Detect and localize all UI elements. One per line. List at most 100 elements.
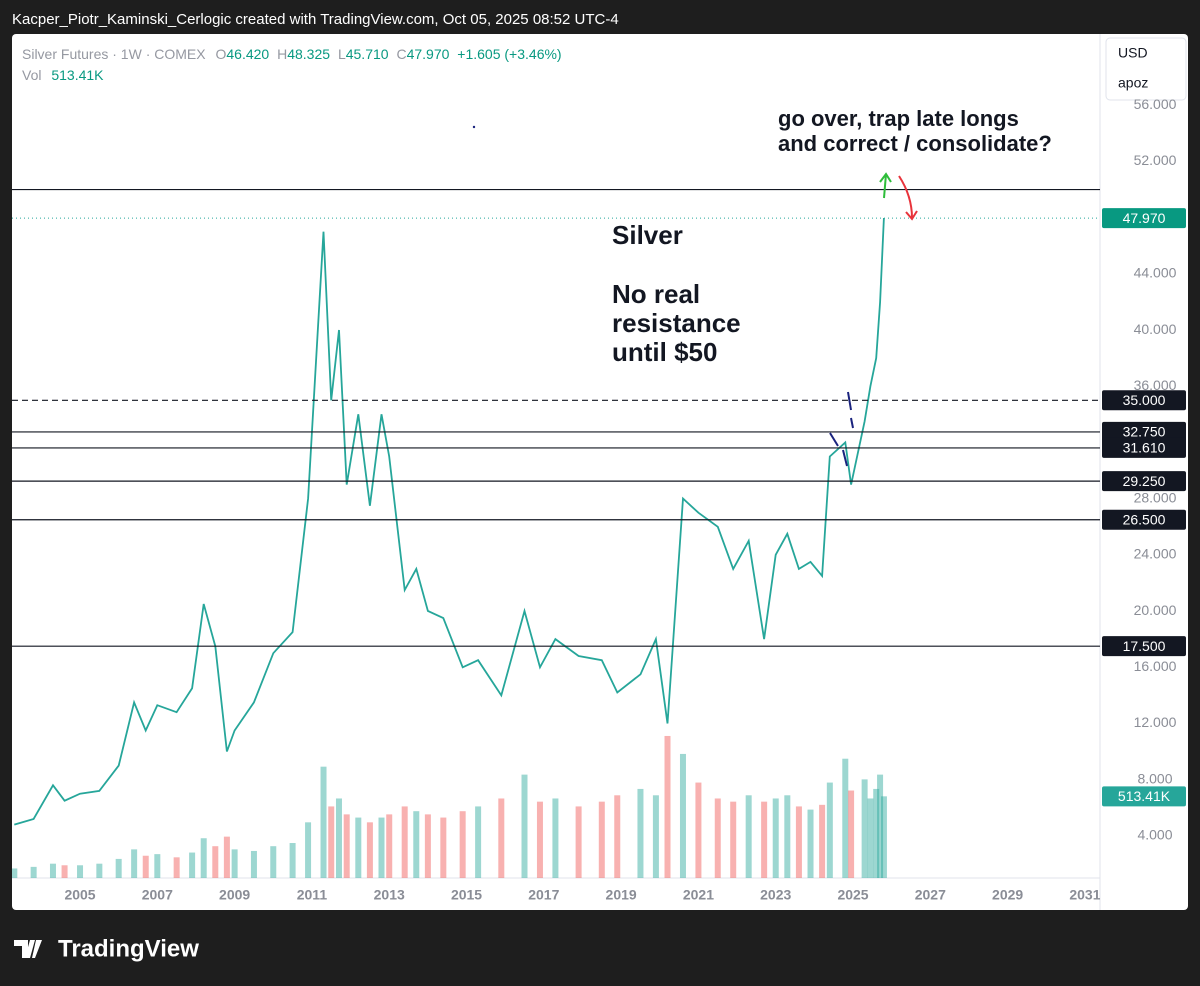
annotation-note: resistance	[612, 308, 741, 338]
volume-bar	[200, 838, 207, 878]
volume-bar	[867, 798, 874, 878]
volume-bar	[784, 795, 791, 878]
volume-bar	[250, 850, 257, 878]
currency[interactable]: USD	[1118, 45, 1148, 61]
y-tick-label: 36.000	[1134, 377, 1177, 393]
scale-mode[interactable]: apoz	[1118, 75, 1148, 91]
volume-bar	[115, 858, 122, 878]
volume-bar	[142, 855, 149, 878]
last-price-label: 47.970	[1123, 210, 1166, 226]
volume-bar	[270, 846, 277, 878]
volume-bar	[30, 866, 37, 878]
volume-bar	[652, 795, 659, 878]
x-tick-label: 2025	[837, 887, 868, 903]
volume-bar	[873, 788, 880, 878]
volume-bar	[745, 795, 752, 878]
x-tick-label: 2005	[64, 887, 95, 903]
level-label-box	[1102, 421, 1186, 442]
volume-bar	[807, 809, 814, 878]
volume-bar	[355, 817, 362, 878]
annotation-title: Silver	[612, 220, 683, 250]
x-tick-label: 2011	[297, 887, 328, 903]
volume-bar	[289, 843, 296, 878]
volume-bar	[440, 817, 447, 878]
scale-menu[interactable]	[1105, 37, 1187, 101]
annotation-question: and correct / consolidate?	[778, 131, 1052, 156]
volume-bar	[521, 774, 528, 878]
volume-bar	[386, 814, 393, 878]
x-tick-label: 2007	[142, 887, 173, 903]
volume-bar	[714, 798, 721, 878]
level-label: 32.750	[1123, 424, 1166, 440]
price-line	[14, 218, 885, 826]
volume-bar	[498, 798, 505, 878]
volume-bar	[96, 863, 103, 878]
symbol: Silver Futures · 1W · COMEX	[22, 46, 206, 62]
volume-bar	[154, 854, 161, 878]
volume-bar	[424, 814, 431, 878]
x-tick-label: 2013	[374, 887, 405, 903]
y-tick-label: 24.000	[1134, 546, 1177, 562]
y-tick-label: 40.000	[1134, 321, 1177, 337]
volume-bar	[12, 868, 18, 878]
level-label: 17.500	[1123, 638, 1166, 654]
x-tick-label: 2015	[451, 887, 482, 903]
h-value: 48.325	[287, 46, 330, 62]
volume-bar	[173, 857, 180, 878]
last-price-box	[1102, 208, 1186, 229]
o-value: 46.420	[226, 46, 269, 62]
legend: Silver Futures · 1W · COMEX O46.420 H48.…	[22, 46, 562, 62]
y-tick-label: 12.000	[1134, 714, 1177, 730]
y-tick-label: 44.000	[1134, 265, 1177, 281]
down-arrow	[898, 175, 918, 221]
volume-bar	[223, 836, 230, 878]
level-label: 26.500	[1123, 511, 1166, 527]
volume-bar	[328, 806, 335, 878]
y-tick-label: 4.000	[1137, 827, 1172, 843]
level-label-box	[1102, 509, 1186, 530]
o-label: O	[215, 46, 226, 62]
volume-bar	[320, 766, 327, 878]
volume-bar	[61, 865, 68, 878]
volume-bar	[772, 798, 779, 878]
annotation-note: until $50	[612, 337, 717, 367]
y-tick-label: 16.000	[1134, 658, 1177, 674]
h-label: H	[277, 46, 287, 62]
volume-bar	[212, 846, 219, 878]
x-tick-label: 2029	[992, 887, 1023, 903]
annotation-note: No real	[612, 279, 700, 309]
vol-label: Vol	[22, 67, 41, 83]
vol-value: 513.41K	[51, 67, 104, 83]
volume-legend: Vol 513.41K	[22, 67, 104, 83]
x-tick-label: 2009	[219, 887, 250, 903]
volume-bar	[343, 814, 350, 878]
y-tick-label: 56.000	[1134, 96, 1177, 112]
volume-bar	[366, 822, 373, 878]
level-label: 35.000	[1123, 392, 1166, 408]
volume-bar	[552, 798, 559, 878]
x-tick-label: 2017	[528, 887, 559, 903]
volume-bar	[795, 806, 802, 878]
volume-bar	[861, 779, 868, 878]
volume-bar	[664, 735, 671, 878]
volume-bar	[335, 798, 342, 878]
x-tick-label: 2031	[1069, 887, 1100, 903]
volume-bar	[305, 822, 312, 878]
volume-bar	[848, 790, 855, 878]
x-tick-label: 2021	[683, 887, 714, 903]
level-label-box	[1102, 390, 1186, 411]
y-tick-label: 28.000	[1134, 489, 1177, 505]
volume-bar	[77, 865, 84, 878]
volume-bar	[475, 806, 482, 878]
volume-bar	[679, 753, 686, 878]
footer-logo: TradingView	[14, 935, 199, 962]
volume-bar	[761, 801, 768, 878]
c-value: 47.970	[407, 46, 450, 62]
x-tick-label: 2027	[915, 887, 946, 903]
change: +1.605 (+3.46%)	[457, 46, 561, 62]
volume-bar	[575, 806, 582, 878]
pattern-marks	[829, 391, 854, 467]
l-label: L	[338, 46, 346, 62]
level-label: 29.250	[1123, 473, 1166, 489]
